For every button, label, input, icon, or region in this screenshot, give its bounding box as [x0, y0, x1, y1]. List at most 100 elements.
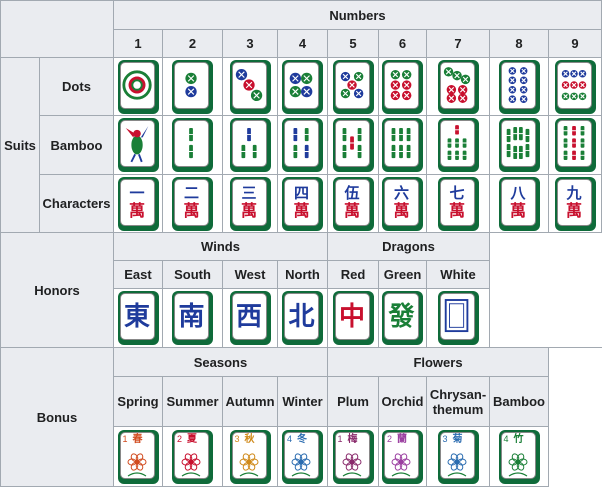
- wind-label: North: [285, 267, 320, 282]
- suits-header: Suits: [0, 58, 40, 233]
- bonus-header-label: Bonus: [36, 409, 78, 425]
- season-label: Autumn: [225, 394, 275, 409]
- season-glyph: 夏: [187, 433, 197, 445]
- characters-cell-4: 四萬: [278, 175, 328, 233]
- character-7-glyphs: 七萬: [448, 183, 465, 220]
- dots-cell-6: [379, 58, 427, 116]
- character-wan: 萬: [448, 200, 465, 220]
- green-dragon-tile: 發: [382, 291, 423, 345]
- bamboo-7-tile: [437, 118, 479, 172]
- characters-7-tile: 七萬: [437, 176, 479, 231]
- tile-face: [439, 61, 475, 109]
- numbers-header: Numbers: [114, 0, 602, 30]
- dots-9-tile: [554, 59, 596, 114]
- wind-label-cell-1: South: [163, 261, 223, 289]
- tile-face: 三萬: [231, 178, 267, 226]
- wind-label: East: [124, 267, 152, 282]
- tile-face: 南: [174, 293, 209, 340]
- characters-cell-6: 六萬: [379, 175, 427, 233]
- season-number: 2: [177, 433, 183, 444]
- bamboo-1-tile: [117, 118, 159, 172]
- tile-face: [334, 120, 370, 167]
- wind-label: South: [174, 267, 211, 282]
- season-number: 4: [287, 433, 293, 444]
- dots-5-tile: [332, 59, 374, 114]
- season-label: Spring: [117, 394, 159, 409]
- dots-2-tile: [172, 59, 213, 114]
- season-glyph: 春: [132, 433, 143, 445]
- tile-face: 七萬: [439, 178, 475, 226]
- season-number: 3: [234, 433, 240, 444]
- honors-header: Honors: [0, 233, 114, 348]
- dots-1-tile: [117, 59, 159, 114]
- character-5-glyphs: 伍萬: [344, 185, 360, 219]
- bamboo-2-icon: [188, 127, 194, 159]
- honors-empty-cell: [490, 233, 602, 348]
- wind-label: West: [234, 267, 266, 282]
- flower-label-cell-5: Orchid: [379, 377, 427, 427]
- east-wind-tile: 東: [117, 291, 159, 345]
- dragon-tile-cell-4: 中: [328, 289, 379, 348]
- seasons-header: Seasons: [114, 348, 328, 377]
- flower-flower-icon: [508, 452, 527, 477]
- characters-cell-3: 三萬: [223, 175, 278, 233]
- bamboo-cell-2: [163, 116, 223, 175]
- bamboo-1-icon: [125, 126, 148, 163]
- flowers-header-label: Flowers: [413, 354, 463, 370]
- north-wind-tile: 北: [282, 291, 323, 345]
- tile-face: 東: [119, 293, 155, 340]
- season-glyph: 秋: [244, 433, 255, 445]
- season-label: Winter: [282, 394, 323, 409]
- season-glyph: 冬: [297, 433, 307, 445]
- tile-face: [439, 120, 475, 167]
- west-wind-tile: 西: [229, 291, 271, 345]
- characters-8-tile: 八萬: [498, 176, 540, 231]
- bamboo-label: Bamboo: [50, 137, 103, 153]
- flower-label: Chrysan- themum: [429, 386, 487, 417]
- dots-5-icon: [340, 71, 363, 98]
- tile-face: [334, 61, 370, 109]
- characters-cell-2: 二萬: [163, 175, 223, 233]
- character-wan: 萬: [240, 200, 257, 220]
- season-label-cell-2: Autumn: [223, 377, 278, 427]
- bamboo-9-icon: [562, 126, 585, 160]
- tile-face: 西: [231, 293, 267, 340]
- flower-flower-icon: [447, 452, 466, 477]
- white-dragon-tile: [437, 291, 479, 345]
- dragon-label: Green: [383, 267, 422, 282]
- wind-tile-cell-3: 北: [278, 289, 328, 348]
- number-header-7: 7: [427, 30, 490, 58]
- character-wan: 萬: [393, 200, 410, 220]
- characters-9-tile: 九萬: [554, 176, 596, 231]
- flower-glyph: 竹: [513, 433, 524, 445]
- tile-face: [174, 120, 209, 167]
- character-numeral: 八: [510, 183, 526, 202]
- dots-label: Dots: [62, 79, 91, 94]
- character-numeral: 九: [566, 183, 582, 202]
- bamboo-5-icon: [341, 127, 362, 159]
- wind-glyph: 東: [123, 301, 150, 332]
- flower-flower-icon: [342, 452, 361, 477]
- dots-cell-9: [549, 58, 602, 116]
- character-numeral: 七: [449, 183, 465, 202]
- tile-face: 一萬: [119, 178, 155, 226]
- winds-header: Winds: [114, 233, 328, 261]
- dragon-label: Red: [340, 267, 366, 282]
- number-header-4: 4: [278, 30, 328, 58]
- number-header-3: 3: [223, 30, 278, 58]
- dots-2-icon: [185, 72, 197, 97]
- flower-number: 2: [387, 433, 393, 444]
- dragons-header-label: Dragons: [382, 239, 435, 254]
- bonus-empty-cell: [549, 348, 602, 487]
- dots-1-icon: [121, 69, 152, 100]
